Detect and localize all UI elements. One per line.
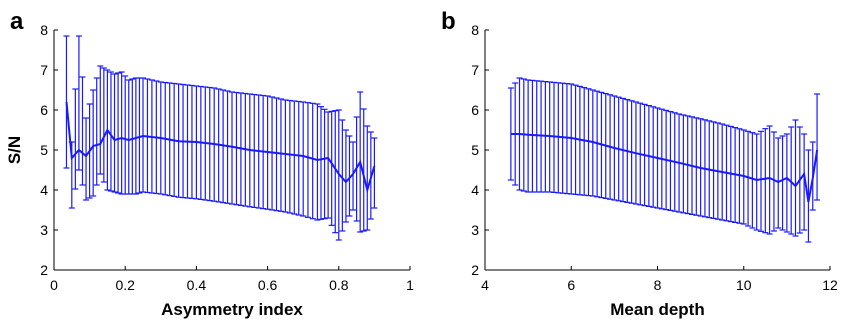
y-tick-label: 2 [471,262,479,278]
y-tick-label: 4 [40,182,48,198]
y-tick-label: 8 [471,22,479,38]
panel-letter: b [441,8,456,35]
y-tick-label: 3 [40,222,48,238]
x-axis-label: Asymmetry index [161,300,303,319]
x-tick-label: 1 [406,277,414,293]
x-tick-label: 0 [50,277,58,293]
y-axis-label: S/N [5,136,24,164]
y-tick-label: 5 [471,142,479,158]
x-tick-label: 0.4 [187,277,207,293]
y-tick-label: 7 [40,62,48,78]
y-tick-label: 2 [40,262,48,278]
chart-panel-b: b 2 3 4 5 6 7 8 4 6 8 10 12 Mean depth [441,8,838,319]
error-bars [63,35,378,241]
x-tick-label: 8 [654,277,662,293]
mean-line [65,101,376,194]
y-tick-label: 5 [40,142,48,158]
y-tick-label: 3 [471,222,479,238]
x-tick-label: 0.6 [258,277,278,293]
y-tick-label: 7 [471,62,479,78]
x-tick-label: 6 [567,277,575,293]
x-axis-label: Mean depth [610,300,704,319]
x-tick-label: 10 [736,277,752,293]
mean-line [510,133,819,203]
x-tick-label: 0.2 [115,277,135,293]
x-tick-label: 4 [481,277,489,293]
panel-letter: a [10,8,24,35]
chart-panel-a: a 2 3 4 5 6 7 8 0 0.2 0.4 0.6 0.8 1 Asymmetry index S/N [5,8,414,319]
y-tick-label: 6 [471,102,479,118]
y-tick-label: 4 [471,182,479,198]
y-tick-label: 6 [40,102,48,118]
x-tick-label: 12 [822,277,838,293]
y-tick-label: 8 [40,22,48,38]
x-tick-label: 0.8 [329,277,349,293]
